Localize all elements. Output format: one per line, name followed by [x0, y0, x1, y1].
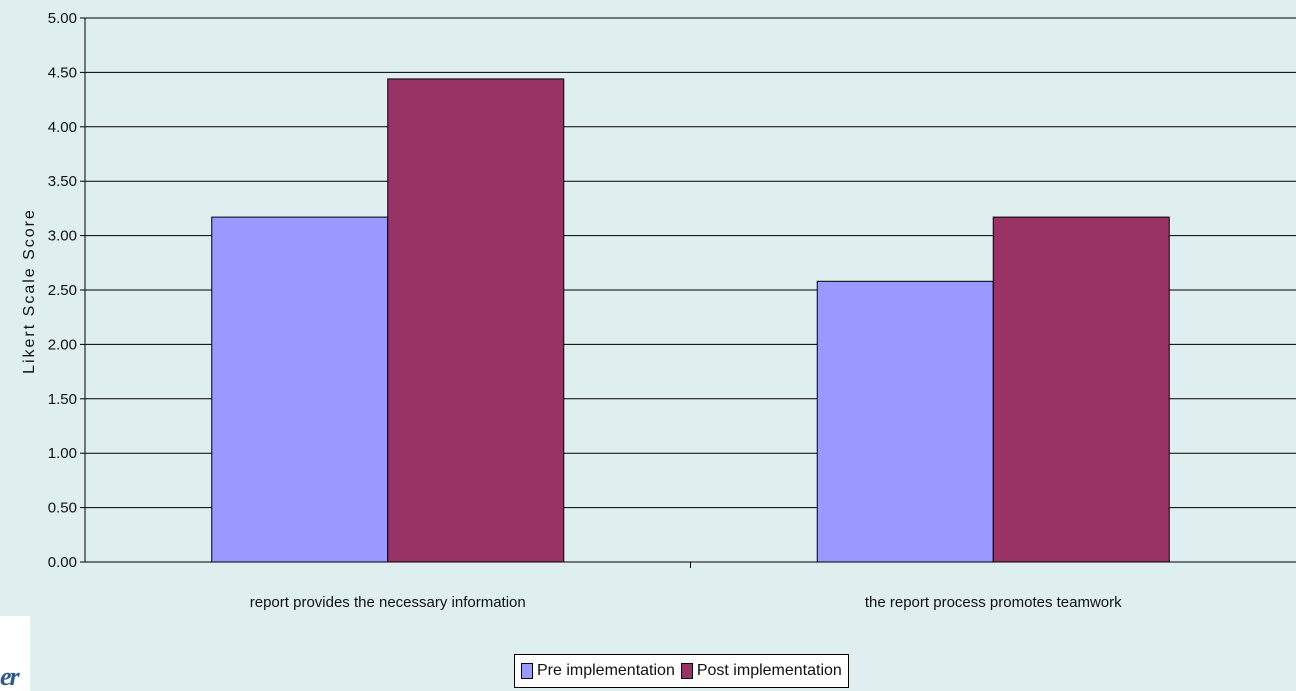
axes	[84, 18, 1296, 568]
legend-swatch-pre	[521, 663, 533, 679]
x-category-label: the report process promotes teamwork	[865, 594, 1122, 611]
legend-item-pre: Pre implementation	[521, 662, 675, 680]
x-category-labels: report provides the necessary informatio…	[250, 594, 1122, 611]
y-tick-label: 2.50	[48, 282, 77, 299]
legend-label-pre: Pre implementation	[537, 662, 675, 679]
bar-pre-1	[816, 280, 994, 563]
legend: Pre implementation Post implementation	[514, 654, 849, 688]
legend-label-post: Post implementation	[696, 662, 842, 679]
y-tick-label: 4.00	[48, 119, 77, 136]
logo-text: er	[0, 662, 20, 691]
y-tick-label: 0.00	[48, 554, 77, 571]
legend-swatch-post	[680, 663, 693, 679]
bars	[211, 78, 1170, 563]
y-tick-label: 4.50	[48, 64, 77, 81]
y-tick-label: 1.00	[48, 445, 77, 462]
y-tick-labels: 0.00 0.50 1.00 1.50 2.00 2.50 3.00 3.50 4.00 4.50…	[48, 10, 77, 571]
x-category-label: report provides the necessary informatio…	[250, 594, 526, 611]
bar-post-1	[992, 216, 1170, 563]
y-tick-label: 5.00	[48, 10, 77, 27]
y-tick-label: 3.50	[48, 173, 77, 190]
y-tick-label: 2.00	[48, 336, 77, 353]
logo-fragment	[0, 616, 30, 691]
y-tick-label: 1.50	[48, 391, 77, 408]
y-tick-label: 3.00	[48, 228, 77, 245]
y-axis-label: Likert Scale Score	[21, 208, 38, 374]
bar-post-0	[387, 78, 565, 563]
y-tick-label: 0.50	[48, 500, 77, 517]
bar-pre-0	[211, 216, 389, 563]
legend-item-post: Post implementation	[680, 662, 842, 680]
